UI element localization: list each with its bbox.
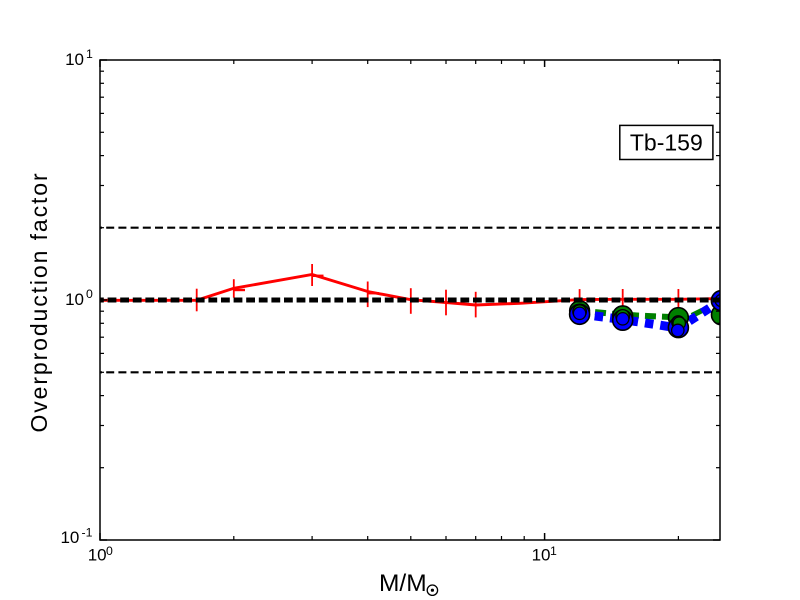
svg-text:0: 0 [86, 287, 93, 301]
svg-text:10: 10 [65, 50, 84, 69]
svg-text:10: 10 [60, 528, 79, 547]
svg-text:1: 1 [550, 544, 557, 558]
svg-text:Tb-159: Tb-159 [630, 130, 703, 156]
svg-text:Overproduction factor: Overproduction factor [26, 171, 52, 432]
svg-text:1: 1 [86, 47, 93, 61]
svg-text:10: 10 [88, 546, 107, 565]
svg-text:0: 0 [106, 544, 113, 558]
svg-text:M/M: M/M [379, 570, 427, 597]
svg-text:10: 10 [532, 546, 551, 565]
svg-text:10: 10 [65, 290, 84, 309]
svg-text:-1: -1 [82, 526, 93, 540]
